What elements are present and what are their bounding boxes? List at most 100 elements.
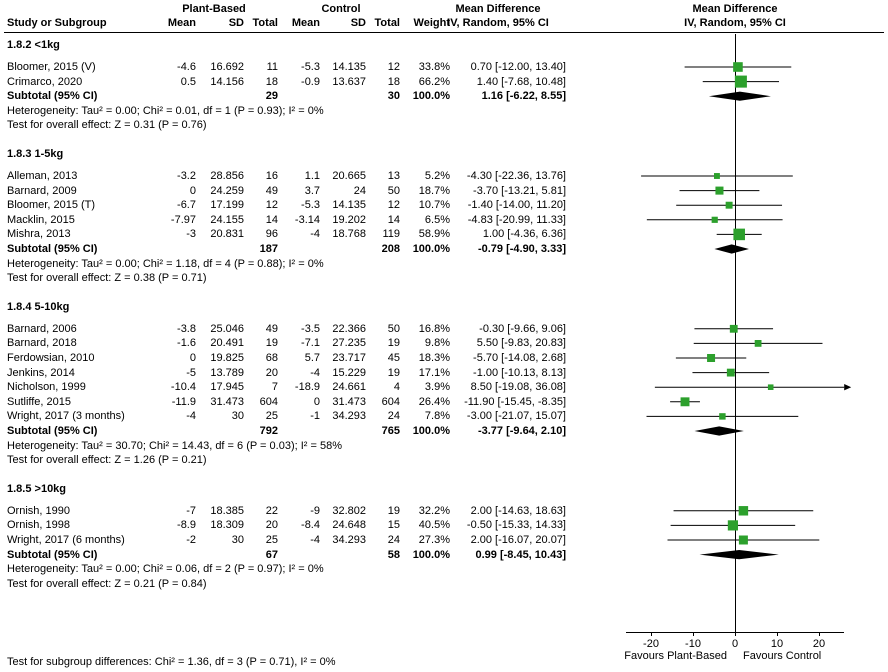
control-mean: 1.1	[304, 170, 320, 182]
treatment-sd: 28.856	[210, 170, 244, 182]
weight-value: 6.5%	[424, 213, 450, 226]
subgroup-heading: 1.8.3 1-5kg	[7, 148, 64, 160]
weight-value: 26.4%	[418, 395, 450, 408]
treatment-mean: -4	[186, 410, 196, 423]
treatment-total: 25	[265, 534, 278, 546]
effect-square	[734, 75, 747, 88]
effect-square	[719, 413, 726, 420]
col-total2-header: Total	[374, 17, 400, 29]
treatment-mean: -10.4	[170, 381, 196, 394]
control-sd: 34.293	[332, 534, 366, 546]
control-total: 13	[387, 170, 400, 182]
subtotal-diamond	[714, 244, 749, 254]
control-mean: -8.4	[301, 519, 320, 532]
treatment-sd: 18.309	[210, 519, 244, 532]
col-ci-plot-header: IV, Random, 95% CI	[684, 17, 786, 29]
weight-value: 9.8%	[424, 337, 450, 350]
study-label: Ferdowsian, 2010	[7, 352, 95, 364]
treatment-total: 11	[266, 61, 278, 73]
study-label: Bloomer, 2015 (T)	[7, 199, 96, 212]
subtotal-control-total: 30	[387, 90, 400, 103]
ci-text: -5.70 [-14.08, 2.68]	[473, 352, 566, 364]
control-mean: -5.3	[301, 61, 320, 73]
control-total: 18	[387, 75, 400, 88]
treatment-sd: 20.491	[210, 337, 244, 350]
col-ci-header: IV, Random, 95% CI	[447, 17, 549, 29]
overall-effect-text: Test for overall effect: Z = 0.21 (P = 0…	[7, 577, 207, 590]
control-sd: 23.717	[332, 352, 366, 364]
treatment-sd: 14.156	[210, 75, 244, 88]
subtotal-label: Subtotal (95% CI)	[7, 90, 98, 103]
ci-text: -4.30 [-22.36, 13.76]	[466, 170, 566, 182]
weight-value: 7.8%	[424, 410, 450, 423]
weight-value: 27.3%	[418, 534, 450, 546]
subtotal-ci-text: -0.79 [-4.90, 3.33]	[477, 243, 566, 255]
control-total: 15	[387, 519, 400, 532]
control-mean: 0	[313, 395, 320, 408]
treatment-sd: 30	[231, 534, 244, 546]
treatment-mean: -3.2	[177, 170, 196, 182]
control-total: 12	[387, 199, 400, 212]
overall-effect-text: Test for overall effect: Z = 0.38 (P = 0…	[7, 272, 207, 285]
favours-right-label: Favours Control	[743, 650, 821, 662]
treatment-total: 16	[265, 170, 278, 182]
treatment-total: 20	[265, 519, 278, 532]
treatment-total: 12	[265, 199, 278, 212]
treatment-total: 49	[265, 322, 278, 335]
control-mean: -1	[310, 410, 320, 423]
weight-value: 18.3%	[418, 352, 450, 364]
ci-text: 5.50 [-9.83, 20.83]	[476, 337, 566, 350]
treatment-total: 7	[271, 381, 278, 394]
favours-left-label: Favours Plant-Based	[624, 650, 727, 662]
heterogeneity-text: Heterogeneity: Tau² = 0.00; Chi² = 0.06,…	[7, 563, 324, 576]
col-total1-header: Total	[252, 17, 278, 29]
ci-text: -1.00 [-10.13, 8.13]	[473, 366, 566, 379]
treatment-mean: 0	[189, 184, 196, 197]
treatment-sd: 17.945	[210, 381, 244, 394]
treatment-sd: 24.259	[210, 184, 244, 197]
ci-text: -3.70 [-13.21, 5.81]	[473, 184, 566, 197]
study-label: Barnard, 2009	[7, 184, 77, 197]
study-label: Ornish, 1998	[7, 519, 70, 532]
subgroup-difference-test: Test for subgroup differences: Chi² = 1.…	[7, 656, 336, 668]
subtotal-label: Subtotal (95% CI)	[7, 243, 98, 255]
control-mean: -4	[310, 228, 320, 241]
ci-text: 1.00 [-4.36, 6.36]	[482, 228, 566, 241]
treatment-total: 49	[265, 184, 278, 197]
subtotal-control-total: 58	[387, 548, 400, 561]
study-label: Jenkins, 2014	[7, 366, 75, 379]
treatment-sd: 31.473	[210, 395, 244, 408]
col-sd1-header: SD	[228, 17, 244, 29]
control-sd: 24.661	[332, 381, 366, 394]
treatment-sd: 19.825	[210, 352, 244, 364]
weight-value: 18.7%	[418, 184, 450, 197]
effect-square	[680, 397, 690, 407]
control-total: 24	[387, 534, 400, 546]
treatment-mean: -1.6	[177, 337, 196, 350]
control-sd: 31.473	[332, 395, 366, 408]
treatment-sd: 16.692	[210, 61, 244, 73]
subtotal-weight: 100.0%	[412, 90, 450, 103]
control-sd: 14.135	[332, 199, 366, 212]
control-sd: 27.235	[332, 337, 366, 350]
control-mean: -7.1	[301, 337, 320, 350]
subtotal-diamond	[708, 91, 771, 101]
treatment-mean: -7.97	[170, 213, 196, 226]
control-total: 14	[387, 213, 400, 226]
ci-text: 8.50 [-19.08, 36.08]	[470, 381, 566, 394]
ci-text: -0.30 [-9.66, 9.06]	[479, 322, 566, 335]
weight-value: 33.8%	[418, 61, 450, 73]
axis-tick-label: 20	[813, 638, 825, 650]
ci-text: 0.70 [-12.00, 13.40]	[470, 61, 566, 73]
treatment-sd: 24.155	[210, 213, 244, 226]
effect-square	[733, 62, 743, 72]
treatment-total: 20	[265, 366, 278, 379]
study-label: Macklin, 2015	[7, 213, 75, 226]
subtotal-ci-text: -3.77 [-9.64, 2.10]	[477, 425, 566, 437]
study-label: Barnard, 2006	[7, 322, 77, 335]
weight-value: 66.2%	[418, 75, 450, 88]
treatment-total: 22	[265, 504, 278, 517]
control-sd: 22.366	[332, 322, 366, 335]
control-total: 12	[387, 61, 400, 73]
